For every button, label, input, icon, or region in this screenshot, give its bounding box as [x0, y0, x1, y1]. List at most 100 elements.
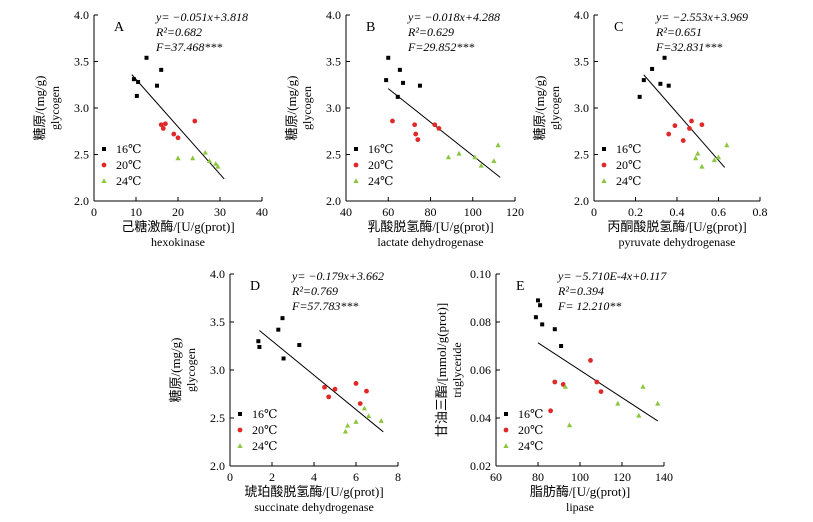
data-point-square: [134, 93, 139, 98]
panel-e: 60 80 100 120 140 0.02 0.04 0.06 0.08 0.10 脂肪酶/[U/…: [434, 267, 673, 514]
y-tick-label: 3.0: [574, 101, 589, 115]
y-tick-label: 2.5: [74, 148, 89, 162]
data-point-triangle: [353, 419, 359, 424]
data-point-square: [256, 339, 261, 344]
f-statistic-label: F=29.852***: [407, 40, 474, 54]
y-tick-label: 2.5: [210, 411, 225, 425]
y-axis-title-en: glycogen: [48, 86, 62, 130]
panel-d: 0 2 4 6 8 2.0 2.5 3.0 3.5 4.0 琥珀酸脱氢酶/[U/g(prot)]su…: [168, 267, 401, 514]
data-point-circle: [412, 122, 418, 128]
x-tick-label: 0.6: [711, 205, 726, 219]
x-tick-label: 100: [571, 470, 589, 484]
data-point-circle: [666, 131, 672, 137]
data-point-triangle: [695, 150, 701, 156]
legend-marker: [503, 427, 509, 433]
legend-marker: [353, 162, 359, 168]
legend-marker: [602, 147, 606, 151]
data-point-circle: [415, 137, 421, 143]
y-tick-label: 3.5: [210, 315, 225, 329]
y-tick-label: 2.0: [210, 459, 225, 473]
data-point-triangle: [495, 142, 501, 148]
x-tick-label: 60: [490, 470, 502, 484]
x-tick-label: 0.4: [670, 205, 685, 219]
panel-letter: A: [114, 20, 125, 35]
x-tick-label: 60: [382, 205, 394, 219]
legend-marker: [102, 147, 106, 151]
data-point-circle: [413, 131, 419, 137]
data-point-square: [650, 66, 655, 71]
x-tick-label: 120: [613, 470, 631, 484]
data-point-triangle: [724, 142, 730, 148]
data-point-circle: [588, 358, 593, 363]
data-point-square: [395, 94, 400, 99]
f-statistic-label: F=37.468***: [155, 40, 222, 54]
y-tick-label: 2.5: [326, 148, 341, 162]
data-point-circle: [548, 408, 553, 414]
legend-marker: [601, 178, 607, 183]
y-tick-label: 3.0: [210, 363, 225, 377]
x-tick-label: 40: [340, 205, 352, 219]
data-point-circle: [353, 381, 359, 386]
x-axis-title-cn: 己糖激酶/[U/g(prot)]: [121, 219, 234, 234]
data-point-triangle: [175, 155, 181, 161]
data-point-circle: [192, 118, 198, 124]
data-point-circle: [390, 118, 395, 124]
data-point-circle: [326, 394, 332, 400]
r-squared-label: R²=0.682: [155, 25, 202, 39]
x-tick-label: 10: [130, 205, 142, 219]
data-point-circle: [680, 138, 686, 143]
y-tick-label: 3.0: [74, 101, 89, 115]
legend-marker: [504, 412, 508, 416]
data-point-triangle: [693, 155, 699, 161]
x-axis-title-en: succinate dehydrogenase: [254, 500, 374, 514]
y-axis-title-cn: 糖原/(mg/g): [32, 76, 47, 141]
data-point-triangle: [562, 384, 568, 389]
legend-label: 16℃: [252, 407, 277, 421]
data-point-circle: [158, 122, 164, 128]
data-point-triangle: [202, 149, 208, 155]
y-axis-title-cn: 糖原/(mg/g): [168, 338, 183, 403]
data-point-triangle: [615, 400, 621, 406]
r-squared-label: R²=0.629: [407, 25, 454, 39]
data-point-square: [538, 303, 543, 308]
data-point-square: [637, 94, 642, 99]
data-point-circle: [436, 126, 442, 131]
data-point-square: [641, 78, 646, 83]
data-point-circle: [364, 388, 369, 394]
x-tick-label: 0.2: [628, 205, 643, 219]
x-tick-label: 0: [227, 470, 233, 484]
r-squared-label: R²=0.651: [655, 25, 702, 39]
regression-equation: y= −0.018x+4.288: [407, 10, 500, 24]
data-point-triangle: [456, 150, 462, 156]
data-point-triangle: [566, 422, 573, 428]
data-point-circle: [322, 384, 327, 390]
data-point-square: [536, 298, 540, 303]
x-axis-title-en: lipase: [566, 500, 594, 514]
y-tick-label: 2.0: [574, 194, 589, 208]
r-squared-label: R²=0.394: [557, 284, 604, 298]
data-point-triangle: [213, 161, 219, 166]
data-point-circle: [552, 379, 558, 385]
data-point-square: [159, 67, 164, 72]
data-point-triangle: [491, 158, 497, 164]
legend-label: 24℃: [252, 439, 277, 453]
x-tick-label: 0: [591, 205, 597, 219]
legend-marker: [354, 147, 358, 151]
data-point-triangle: [215, 163, 221, 169]
y-tick-label: 4.0: [74, 8, 89, 22]
x-tick-label: 4: [311, 470, 317, 484]
data-point-circle: [672, 123, 678, 129]
data-point-triangle: [655, 400, 661, 406]
y-axis-title-cn: 甘油三酯/[mmol/g(prot)]: [434, 303, 449, 437]
x-tick-label: 100: [464, 205, 482, 219]
x-tick-label: 8: [395, 470, 401, 484]
data-point-square: [155, 83, 159, 88]
data-point-square: [401, 80, 406, 85]
legend-label: 16℃: [616, 142, 641, 156]
legend-marker: [238, 412, 242, 416]
data-point-square: [131, 77, 136, 82]
y-axis-title-cn: 糖原/(mg/g): [284, 76, 299, 141]
data-point-triangle: [699, 163, 705, 169]
legend-marker: [353, 178, 359, 183]
